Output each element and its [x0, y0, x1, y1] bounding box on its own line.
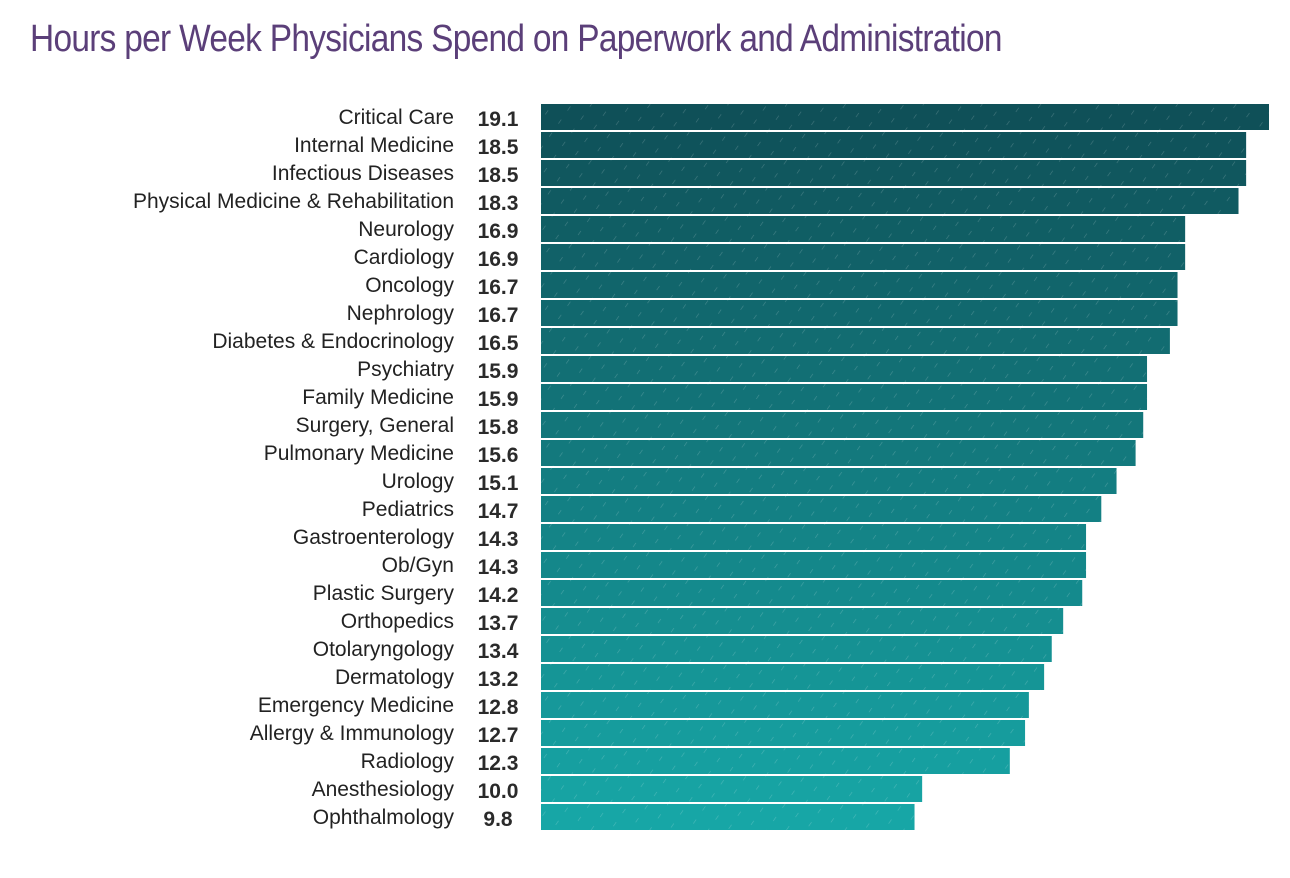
bar-texture-surgery-general	[541, 412, 1144, 438]
category-label-dermatology: Dermatology	[335, 666, 455, 689]
category-labels: Critical Care Internal Medicine Infectious…	[133, 106, 454, 829]
bar-texture-nephrology	[541, 300, 1178, 326]
category-label-allergy-and-immunology: Allergy & Immunology	[250, 722, 455, 745]
bar-texture-neurology	[541, 216, 1186, 242]
value-label-pulmonary-medicine: 15.6	[478, 444, 519, 467]
category-label-family-medicine: Family Medicine	[302, 386, 454, 409]
category-label-diabetes-and-endocrinology: Diabetes & Endocrinology	[212, 330, 454, 353]
bar-texture-pulmonary-medicine	[541, 440, 1136, 466]
category-label-pulmonary-medicine: Pulmonary Medicine	[264, 442, 454, 465]
value-label-ophthalmology: 9.8	[483, 808, 513, 831]
value-label-urology: 15.1	[478, 472, 519, 495]
bar-texture-emergency-medicine	[541, 692, 1029, 718]
bar-texture-infectious-diseases	[541, 160, 1247, 186]
bar-texture-otolaryngology	[541, 636, 1052, 662]
value-label-surgery-general: 15.8	[478, 416, 519, 439]
category-label-anesthesiology: Anesthesiology	[312, 778, 455, 801]
category-label-pediatrics: Pediatrics	[362, 498, 454, 521]
bar-texture-psychiatry	[541, 356, 1148, 382]
value-label-plastic-surgery: 14.2	[478, 584, 519, 607]
value-labels: 19.1 18.5 18.5 18.3 16.9 16.9 16.7 16.7 16.5 15.9…	[478, 108, 519, 831]
value-label-psychiatry: 15.9	[478, 360, 519, 383]
category-label-psychiatry: Psychiatry	[357, 358, 454, 381]
value-label-allergy-and-immunology: 12.7	[478, 724, 519, 747]
value-label-ob-gyn: 14.3	[478, 556, 519, 579]
bar-texture-urology	[541, 468, 1117, 494]
category-label-oncology: Oncology	[365, 274, 454, 297]
category-label-critical-care: Critical Care	[338, 106, 454, 129]
bar-texture-anesthesiology	[541, 776, 923, 802]
category-label-otolaryngology: Otolaryngology	[313, 638, 455, 661]
category-label-emergency-medicine: Emergency Medicine	[258, 694, 454, 717]
category-label-ob-gyn: Ob/Gyn	[382, 554, 454, 577]
category-label-infectious-diseases: Infectious Diseases	[272, 162, 454, 185]
value-label-internal-medicine: 18.5	[478, 136, 519, 159]
category-label-urology: Urology	[382, 470, 455, 493]
bar-texture-ob-gyn	[541, 552, 1087, 578]
value-label-oncology: 16.7	[478, 276, 519, 299]
category-label-orthopedics: Orthopedics	[341, 610, 454, 633]
category-label-ophthalmology: Ophthalmology	[313, 806, 455, 829]
bar-texture-gastroenterology	[541, 524, 1087, 550]
category-label-nephrology: Nephrology	[347, 302, 455, 325]
bar-texture-pediatrics	[541, 496, 1102, 522]
category-label-plastic-surgery: Plastic Surgery	[313, 582, 455, 605]
value-label-neurology: 16.9	[478, 220, 519, 243]
category-label-gastroenterology: Gastroenterology	[293, 526, 455, 549]
bar-texture-dermatology	[541, 664, 1045, 690]
bar-texture-internal-medicine	[541, 132, 1247, 158]
bar-texture-diabetes-and-endocrinology	[541, 328, 1170, 354]
bar-texture-radiology	[541, 748, 1010, 774]
bar-texture-family-medicine	[541, 384, 1148, 410]
value-label-critical-care: 19.1	[478, 108, 519, 131]
category-label-surgery-general: Surgery, General	[296, 414, 454, 437]
bar-texture-allergy-and-immunology	[541, 720, 1026, 746]
category-label-cardiology: Cardiology	[354, 246, 455, 269]
value-label-orthopedics: 13.7	[478, 612, 519, 635]
chart-title: Hours per Week Physicians Spend on Paper…	[30, 18, 1002, 60]
bars-group	[541, 104, 1269, 830]
value-label-radiology: 12.3	[478, 752, 519, 775]
value-label-infectious-diseases: 18.5	[478, 164, 519, 187]
bar-texture-plastic-surgery	[541, 580, 1083, 606]
bar-texture-critical-care	[541, 104, 1269, 130]
value-label-anesthesiology: 10.0	[478, 780, 519, 803]
category-label-radiology: Radiology	[361, 750, 455, 773]
value-label-nephrology: 16.7	[478, 304, 519, 327]
category-label-neurology: Neurology	[358, 218, 454, 241]
category-label-physical-medicine-and-rehabilitation: Physical Medicine & Rehabilitation	[133, 190, 454, 213]
value-label-cardiology: 16.9	[478, 248, 519, 271]
bar-texture-cardiology	[541, 244, 1186, 270]
value-label-family-medicine: 15.9	[478, 388, 519, 411]
value-label-diabetes-and-endocrinology: 16.5	[478, 332, 519, 355]
value-label-pediatrics: 14.7	[478, 500, 519, 523]
value-label-physical-medicine-and-rehabilitation: 18.3	[478, 192, 519, 215]
category-label-internal-medicine: Internal Medicine	[294, 134, 454, 157]
bar-texture-orthopedics	[541, 608, 1064, 634]
bar-texture-ophthalmology	[541, 804, 915, 830]
bar-texture-oncology	[541, 272, 1178, 298]
bar-texture-physical-medicine-and-rehabilitation	[541, 188, 1239, 214]
value-label-dermatology: 13.2	[478, 668, 519, 691]
value-label-emergency-medicine: 12.8	[478, 696, 519, 719]
value-label-otolaryngology: 13.4	[478, 640, 519, 663]
value-label-gastroenterology: 14.3	[478, 528, 519, 551]
